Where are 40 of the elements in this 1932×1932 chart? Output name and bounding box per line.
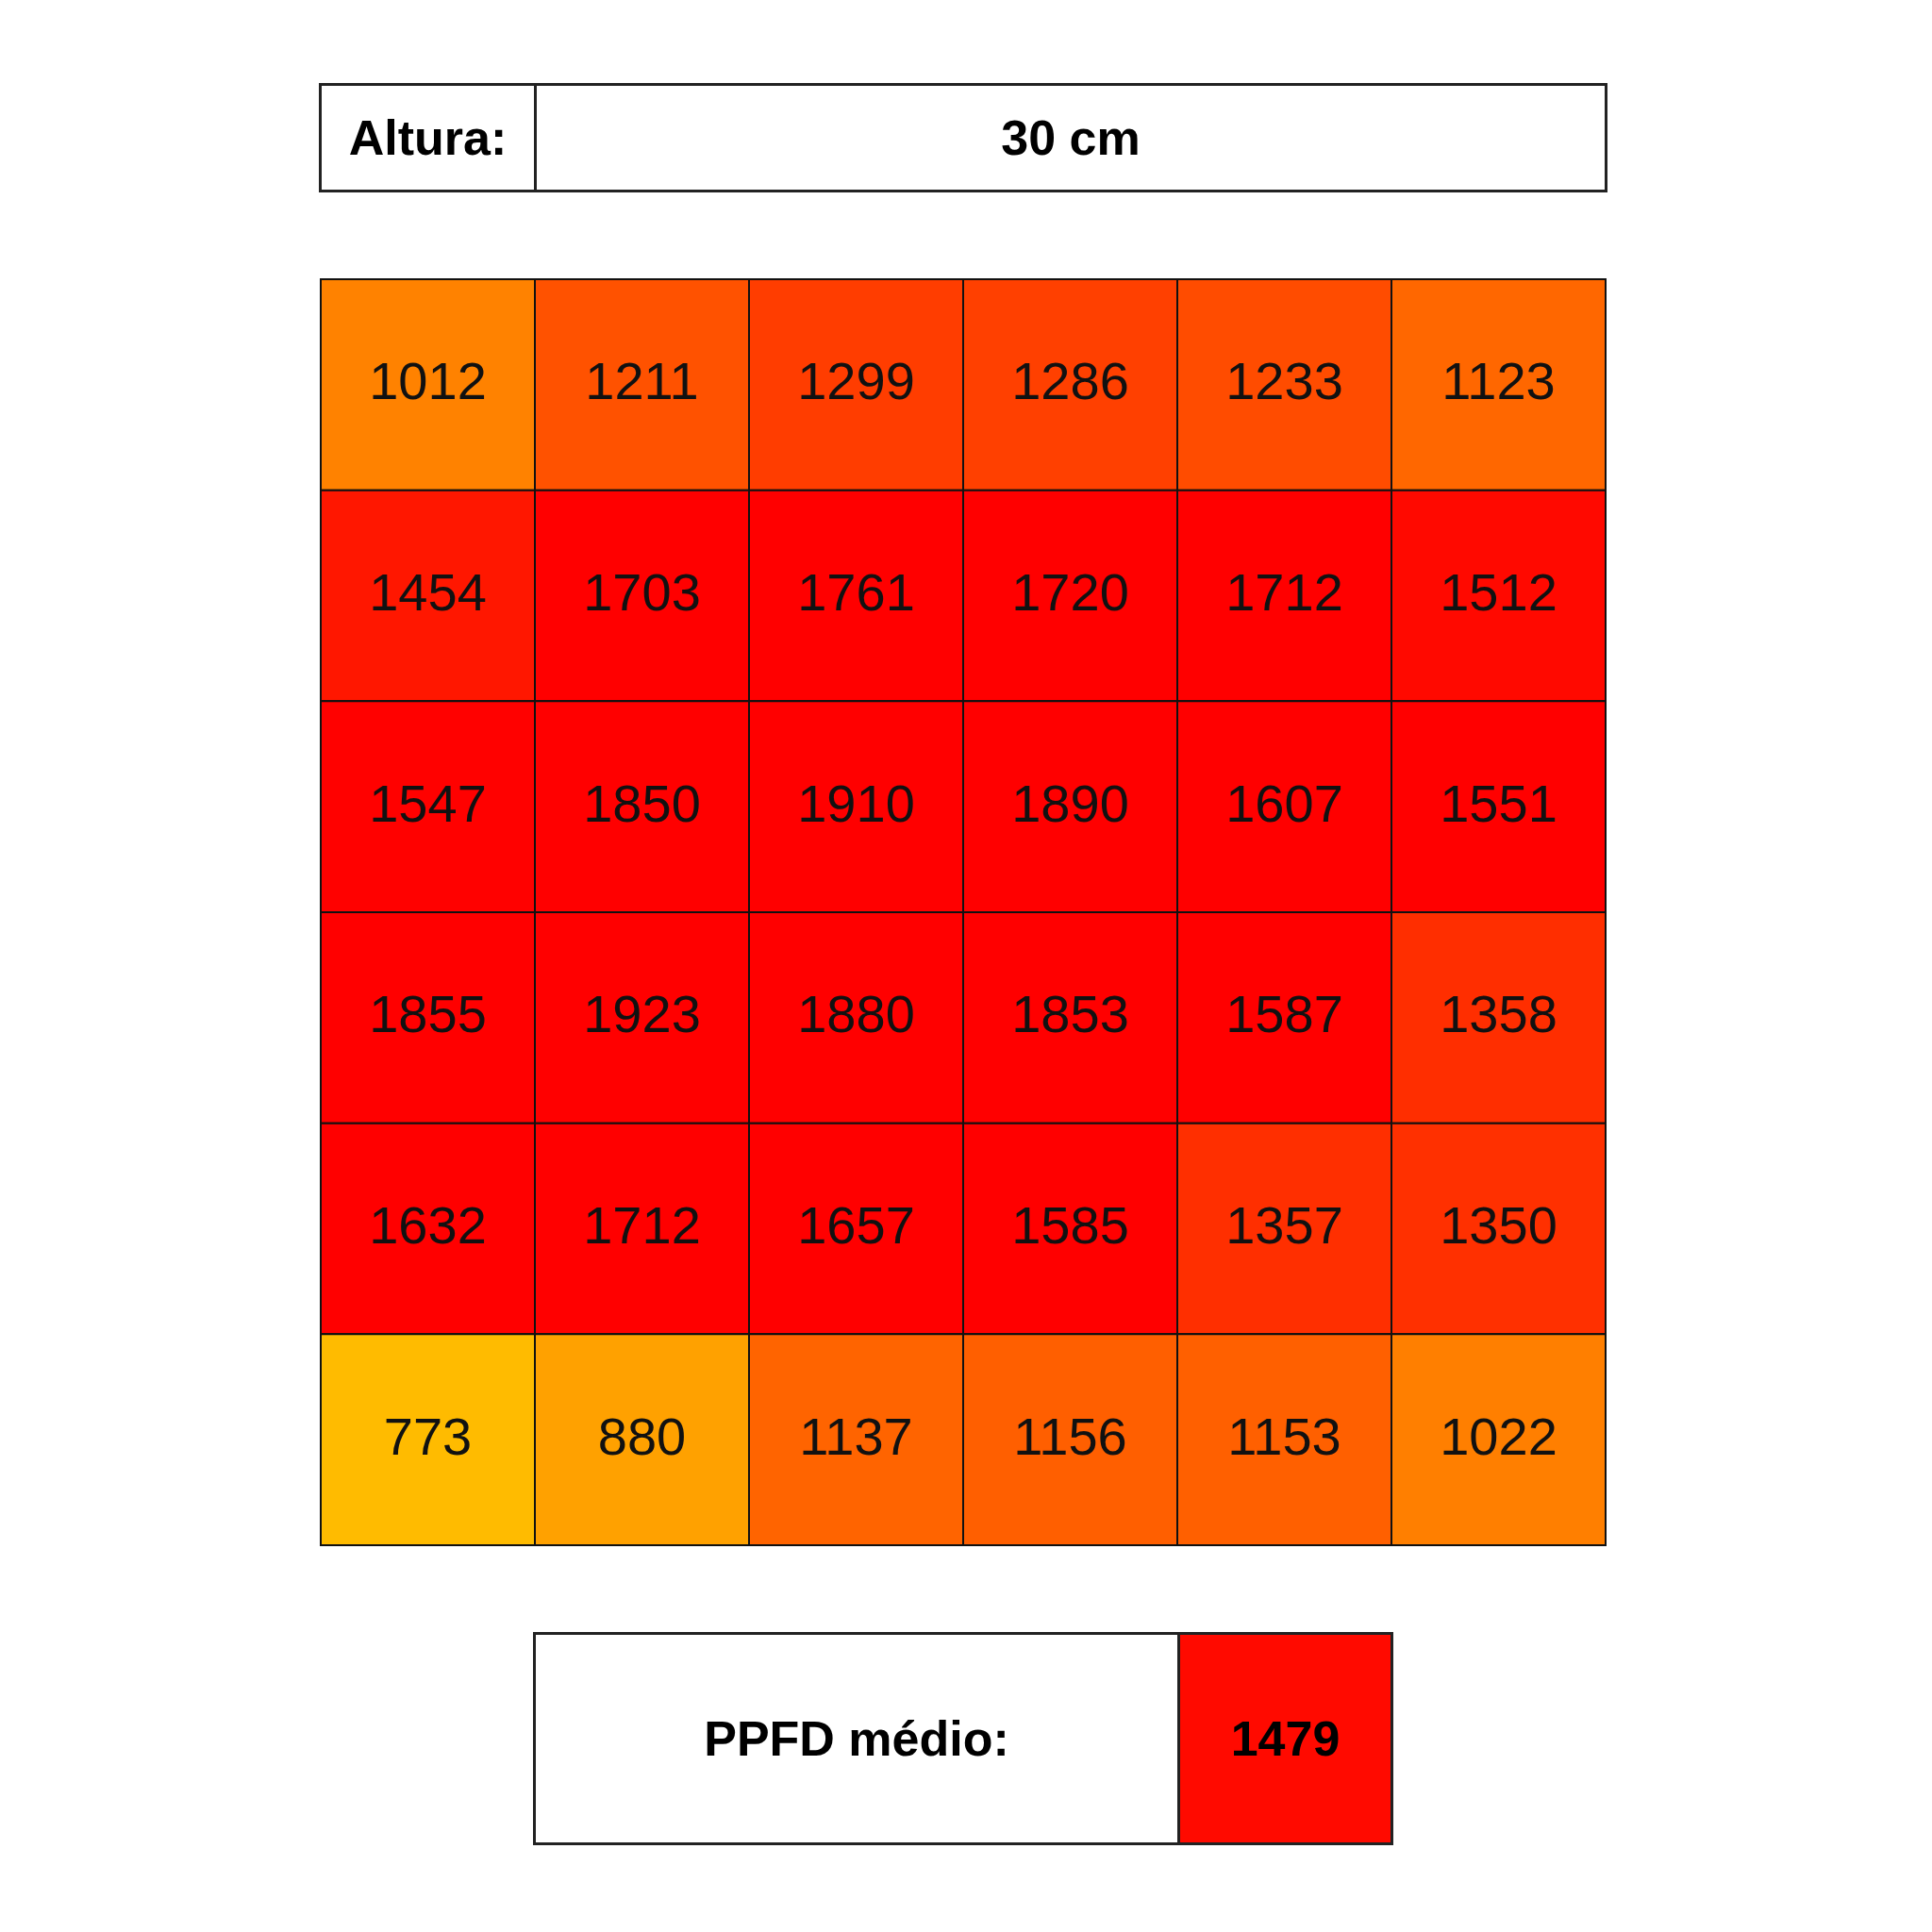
data-label: 1156 [1013,1406,1127,1466]
data-label: 1923 [583,984,701,1044]
data-label: 1850 [583,773,701,833]
data-label: 1547 [369,773,487,833]
data-label: 1855 [369,984,487,1044]
data-label: 773 [383,1406,473,1466]
data-label: 1712 [583,1194,701,1255]
data-label: 1657 [797,1194,915,1255]
data-label: 1853 [1011,984,1129,1044]
data-label: 1153 [1227,1406,1341,1466]
data-label: 1585 [1011,1194,1129,1255]
data-label: 1512 [1440,561,1557,622]
data-label: 1233 [1225,351,1343,411]
data-label: 1123 [1441,351,1556,411]
data-label: 1137 [799,1406,913,1466]
text: 1479 [1180,1635,1391,1842]
data-label: 1357 [1225,1194,1343,1255]
data-label: 1587 [1225,984,1343,1044]
data-label: 1022 [1440,1406,1557,1466]
data-label: 1551 [1440,773,1557,833]
data-label: 1607 [1225,773,1343,833]
data-label: 1358 [1440,984,1557,1044]
data-label: 1703 [583,561,701,622]
data-label: 1712 [1225,561,1343,622]
data-label: 1761 [797,561,915,622]
data-label: 880 [597,1406,687,1466]
data-label: 1632 [369,1194,487,1255]
data-label: 1211 [585,351,699,411]
data-label: 1454 [369,561,487,622]
data-label: 1880 [797,984,915,1044]
data-label: 1286 [1011,351,1129,411]
data-label: 1720 [1011,561,1129,622]
data-label: 1299 [797,351,915,411]
text: 30 cm [1000,109,1141,167]
data-label: 1350 [1440,1194,1557,1255]
text: Altura: [322,86,537,190]
data-label: 1910 [797,773,915,833]
data-label: 1890 [1011,773,1129,833]
data-label: 1012 [369,351,487,411]
text: PPFD médio: [536,1635,1180,1842]
